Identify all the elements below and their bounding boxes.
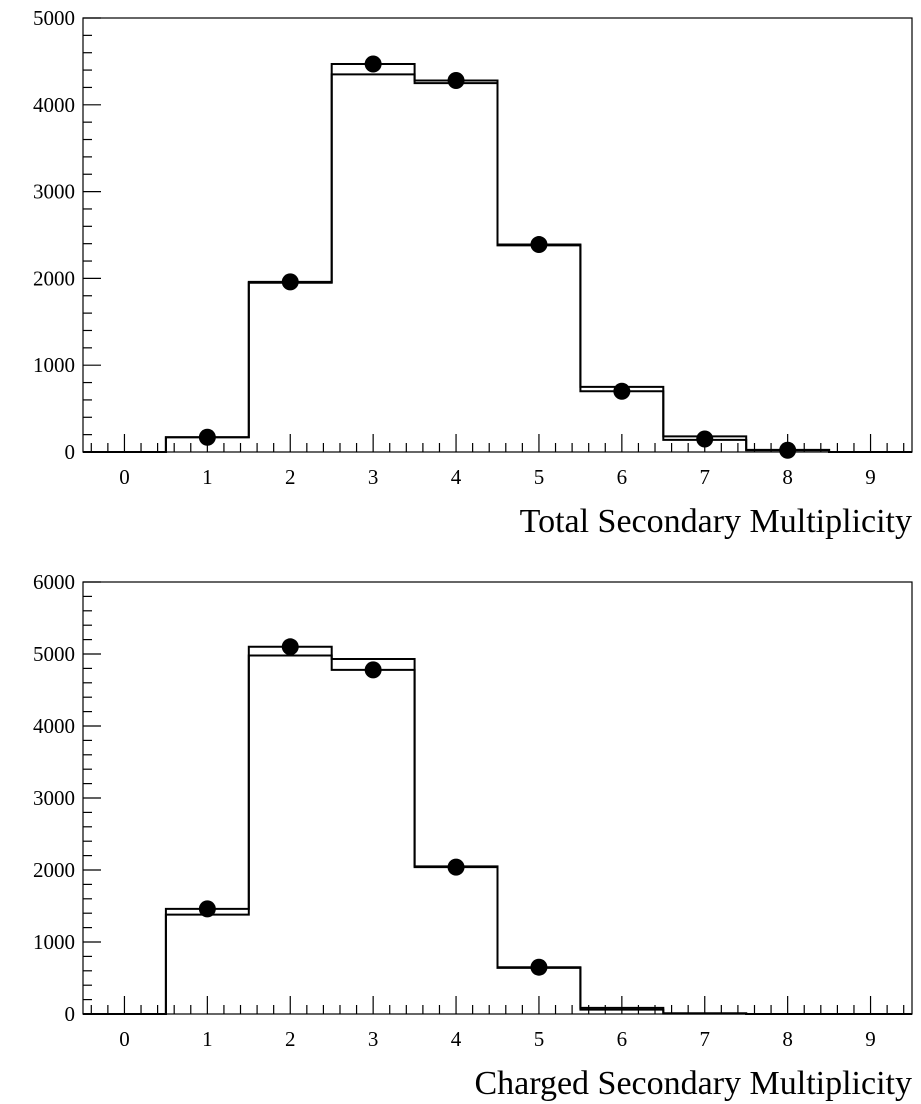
x-tick-label: 8	[782, 465, 793, 489]
x-tick-label: 8	[782, 1027, 793, 1051]
data-point	[281, 638, 299, 656]
charged-multiplicity-panel: 0 1000 2000 3000 4000 5000 6000 0 1 2 3 4 5 6 7 8 9 Charg…	[33, 570, 913, 1102]
x-tick-label: 2	[285, 1027, 296, 1051]
x-tick-label: 1	[202, 1027, 213, 1051]
data-point	[281, 273, 299, 291]
data-point	[696, 430, 714, 448]
x-tick-label: 0	[119, 465, 130, 489]
y-tick-label: 5000	[33, 6, 75, 30]
x-tick-label: 3	[368, 1027, 379, 1051]
y-tick-label: 2000	[33, 858, 75, 882]
y-tick-label: 4000	[33, 714, 75, 738]
y-tick-label: 1000	[33, 930, 75, 954]
x-axis-label: Total Secondary Multiplicity	[520, 503, 912, 540]
x-tick-label: 7	[700, 465, 711, 489]
histogram-line-2	[83, 63, 912, 453]
y-tick-label: 1000	[33, 353, 75, 377]
x-axis-label: Charged Secondary Multiplicity	[474, 1065, 912, 1102]
x-tick-label: 5	[534, 1027, 545, 1051]
data-point	[530, 958, 548, 976]
y-tick-label: 3000	[33, 786, 75, 810]
y-tick-label: 4000	[33, 93, 75, 117]
x-tick-label: 9	[865, 465, 876, 489]
data-point	[530, 236, 548, 254]
y-tick-label: 0	[65, 440, 76, 464]
data-point	[613, 382, 631, 400]
plot-frame	[82, 17, 913, 453]
y-tick-label: 0	[65, 1002, 76, 1026]
data-point	[198, 428, 216, 446]
x-tick-label: 7	[700, 1027, 711, 1051]
data-point	[364, 55, 382, 73]
total-multiplicity-panel: 0 1000 2000 3000 4000 5000 0 1 2 3 4 5 6 7 8 9 Total Sec…	[33, 6, 913, 540]
x-tick-label: 0	[119, 1027, 130, 1051]
data-point	[779, 441, 797, 459]
data-point	[447, 71, 465, 89]
y-tick-label: 2000	[33, 266, 75, 290]
x-tick-label: 9	[865, 1027, 876, 1051]
histogram-line-2	[83, 645, 912, 1015]
x-tick-label: 5	[534, 465, 545, 489]
x-tick-label: 1	[202, 465, 213, 489]
x-tick-label: 6	[617, 465, 628, 489]
x-tick-label: 2	[285, 465, 296, 489]
y-tick-label: 5000	[33, 642, 75, 666]
x-tick-label: 3	[368, 465, 379, 489]
data-point	[364, 661, 382, 679]
x-tick-label: 4	[451, 465, 462, 489]
y-tick-label: 3000	[33, 180, 75, 204]
x-tick-label: 6	[617, 1027, 628, 1051]
x-tick-label: 4	[451, 1027, 462, 1051]
data-point	[447, 858, 465, 876]
data-point	[198, 900, 216, 918]
y-tick-label: 6000	[33, 570, 75, 594]
